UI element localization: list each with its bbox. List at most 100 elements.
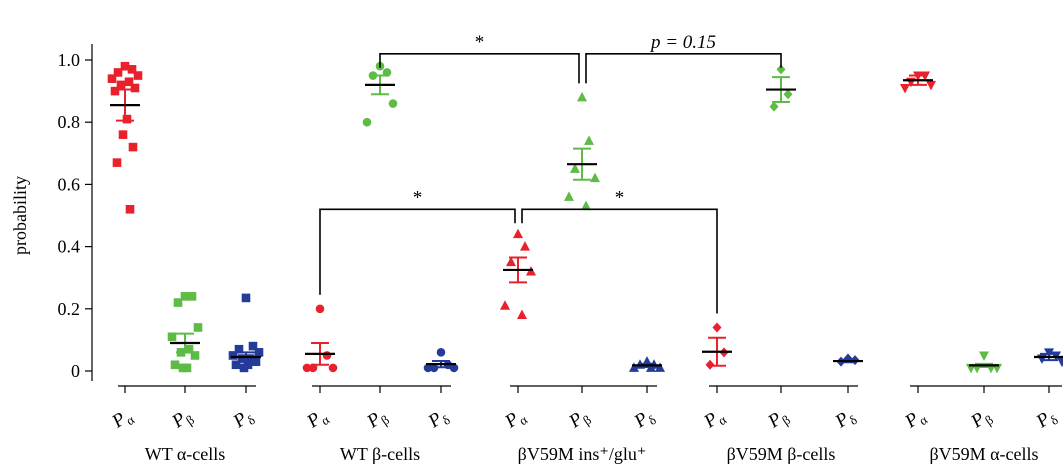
- data-point: [173, 298, 183, 307]
- y-tick-label: 0.6: [58, 174, 81, 194]
- data-point: [118, 130, 128, 139]
- data-point: [241, 293, 251, 303]
- data-point: [116, 80, 126, 90]
- data-point: [228, 351, 238, 360]
- data-point: [110, 86, 120, 96]
- data-point: [178, 363, 188, 373]
- data-point: [776, 64, 786, 75]
- data-point: [254, 348, 264, 357]
- category-label: Pα: [500, 405, 530, 436]
- data-point: [234, 344, 244, 354]
- data-point: [712, 322, 722, 333]
- data-point: [500, 300, 510, 310]
- category-label: Pδ: [424, 405, 453, 435]
- data-point: [125, 204, 135, 214]
- data-point: [128, 142, 138, 152]
- category-label: Pα: [699, 405, 729, 436]
- category-label: Pδ: [630, 405, 659, 435]
- category-label: Pδ: [1032, 405, 1061, 435]
- data-point: [423, 363, 433, 373]
- y-tick-label: 1.0: [58, 50, 81, 70]
- data-point: [193, 323, 203, 332]
- category-label: Pβ: [565, 404, 595, 435]
- y-axis-label: probability: [10, 176, 30, 255]
- data-point: [187, 292, 197, 301]
- data-point: [506, 256, 516, 267]
- data-point: [127, 65, 137, 74]
- data-point: [180, 292, 190, 301]
- data-point: [170, 360, 180, 370]
- data-point: [900, 83, 910, 94]
- group-label: WT β-cells: [340, 444, 420, 464]
- significance-label: *: [615, 187, 625, 208]
- data-point: [133, 71, 143, 80]
- y-tick-label: 0.4: [58, 237, 81, 257]
- data-point: [120, 61, 130, 71]
- data-point: [328, 363, 338, 373]
- data-point: [231, 360, 241, 370]
- significance-label: *: [475, 32, 485, 53]
- data-point: [245, 354, 255, 363]
- data-point: [570, 163, 580, 173]
- data-point: [315, 304, 325, 314]
- group-label: WT α-cells: [145, 444, 226, 464]
- data-point: [107, 74, 117, 83]
- category-label: Pδ: [229, 405, 258, 435]
- data-point: [1057, 357, 1063, 368]
- y-tick-label: 0.2: [58, 299, 81, 319]
- significance-bracket: [319, 208, 516, 295]
- category-label: Pβ: [764, 404, 794, 435]
- data-point: [239, 363, 249, 373]
- data-point: [302, 363, 312, 373]
- data-point: [184, 344, 194, 354]
- data-point: [167, 332, 177, 342]
- significance-label: p = 0.15: [649, 32, 716, 53]
- data-point: [237, 354, 247, 363]
- data-point: [436, 348, 446, 357]
- data-point: [362, 117, 372, 127]
- data-point: [113, 68, 123, 77]
- data-point: [248, 341, 258, 351]
- data-point: [517, 309, 527, 320]
- data-point: [122, 114, 132, 124]
- data-point: [388, 99, 398, 108]
- data-point: [124, 77, 134, 87]
- data-point: [513, 228, 523, 239]
- category-label: Pα: [107, 405, 137, 436]
- data-point: [783, 89, 793, 100]
- group-label: βV59M ins⁺/glu⁺: [518, 444, 647, 464]
- y-tick-label: 0: [71, 361, 80, 381]
- data-point: [926, 80, 936, 91]
- data-point: [322, 351, 332, 360]
- category-label: Pδ: [831, 405, 860, 435]
- data-point: [564, 191, 574, 201]
- significance-label: *: [413, 187, 423, 208]
- data-point: [112, 158, 122, 167]
- group-label: βV59M β-cells: [727, 444, 836, 464]
- data-point: [251, 357, 261, 366]
- data-point: [584, 135, 594, 145]
- group-label: βV59M α-cells: [929, 444, 1038, 464]
- significance-bracket: [521, 208, 718, 314]
- significance-bracket: [585, 52, 782, 84]
- data-point: [979, 351, 989, 361]
- data-point: [581, 200, 591, 211]
- data-point: [130, 83, 140, 93]
- data-point: [190, 351, 200, 360]
- category-label: Pβ: [168, 404, 198, 435]
- data-point: [449, 363, 459, 373]
- data-point: [655, 362, 665, 372]
- data-point: [520, 241, 530, 251]
- significance-bracket: [379, 52, 580, 84]
- data-point: [629, 362, 639, 372]
- y-tick-label: 0.8: [58, 112, 81, 132]
- category-label: Pβ: [967, 404, 997, 435]
- data-point: [769, 101, 779, 112]
- data-point: [577, 91, 587, 102]
- category-label: Pα: [900, 405, 930, 436]
- category-label: Pβ: [363, 404, 393, 435]
- category-label: Pα: [302, 405, 332, 436]
- data-point: [590, 172, 600, 183]
